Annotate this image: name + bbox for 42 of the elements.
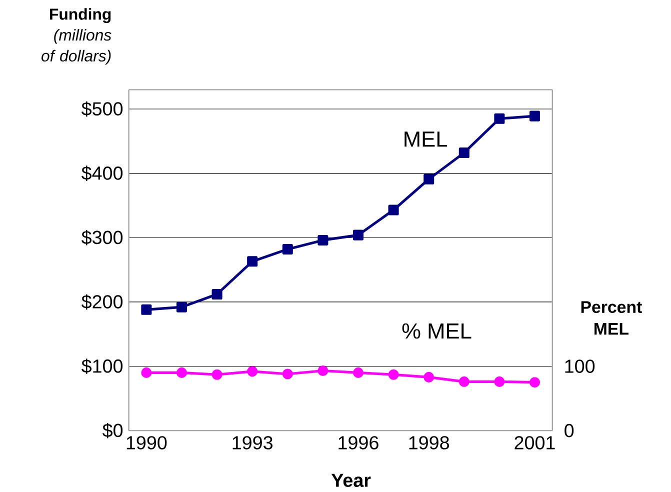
- point: [529, 110, 540, 122]
- y-axis-title: Funding (millions of dollars): [42, 8, 112, 64]
- y-tick-label: $500: [82, 101, 123, 116]
- point: [388, 369, 399, 380]
- point: [424, 174, 434, 184]
- point: [141, 304, 152, 315]
- x-tick-label: 1990: [126, 436, 167, 450]
- point: [318, 234, 328, 246]
- point: [282, 244, 293, 254]
- point: [494, 113, 505, 124]
- point: [247, 256, 258, 266]
- x-tick-label: 1993: [232, 436, 272, 450]
- point: [318, 365, 328, 376]
- point: [247, 366, 258, 376]
- y-tick-label: $400: [82, 165, 123, 181]
- point: [424, 372, 434, 382]
- x-axis-title: Year: [331, 474, 371, 487]
- y-tick-label: $0: [102, 422, 123, 438]
- x-tick-label: 2001: [514, 436, 555, 450]
- x-tick-label: 1996: [338, 436, 378, 450]
- series-label: % MEL: [402, 323, 472, 338]
- y2-tick-label: 100: [565, 359, 595, 373]
- point: [529, 376, 540, 388]
- y-tick-label: $200: [82, 294, 123, 310]
- series-label: MEL: [404, 131, 448, 146]
- point: [212, 288, 222, 300]
- point: [176, 367, 187, 378]
- point: [352, 230, 364, 240]
- y2-tick-label: 0: [564, 424, 574, 438]
- point: [458, 147, 470, 158]
- y-tick-label: $300: [82, 230, 123, 246]
- y2-axis-title: Percent MEL: [581, 301, 642, 334]
- point: [212, 369, 222, 380]
- x-tick-label: 1998: [409, 436, 449, 450]
- point: [282, 368, 293, 380]
- point: [494, 376, 505, 387]
- point: [176, 302, 187, 312]
- point: [388, 204, 399, 216]
- y-tick-label: $100: [82, 358, 123, 374]
- point: [352, 367, 364, 378]
- point: [141, 367, 152, 378]
- point: [458, 376, 470, 387]
